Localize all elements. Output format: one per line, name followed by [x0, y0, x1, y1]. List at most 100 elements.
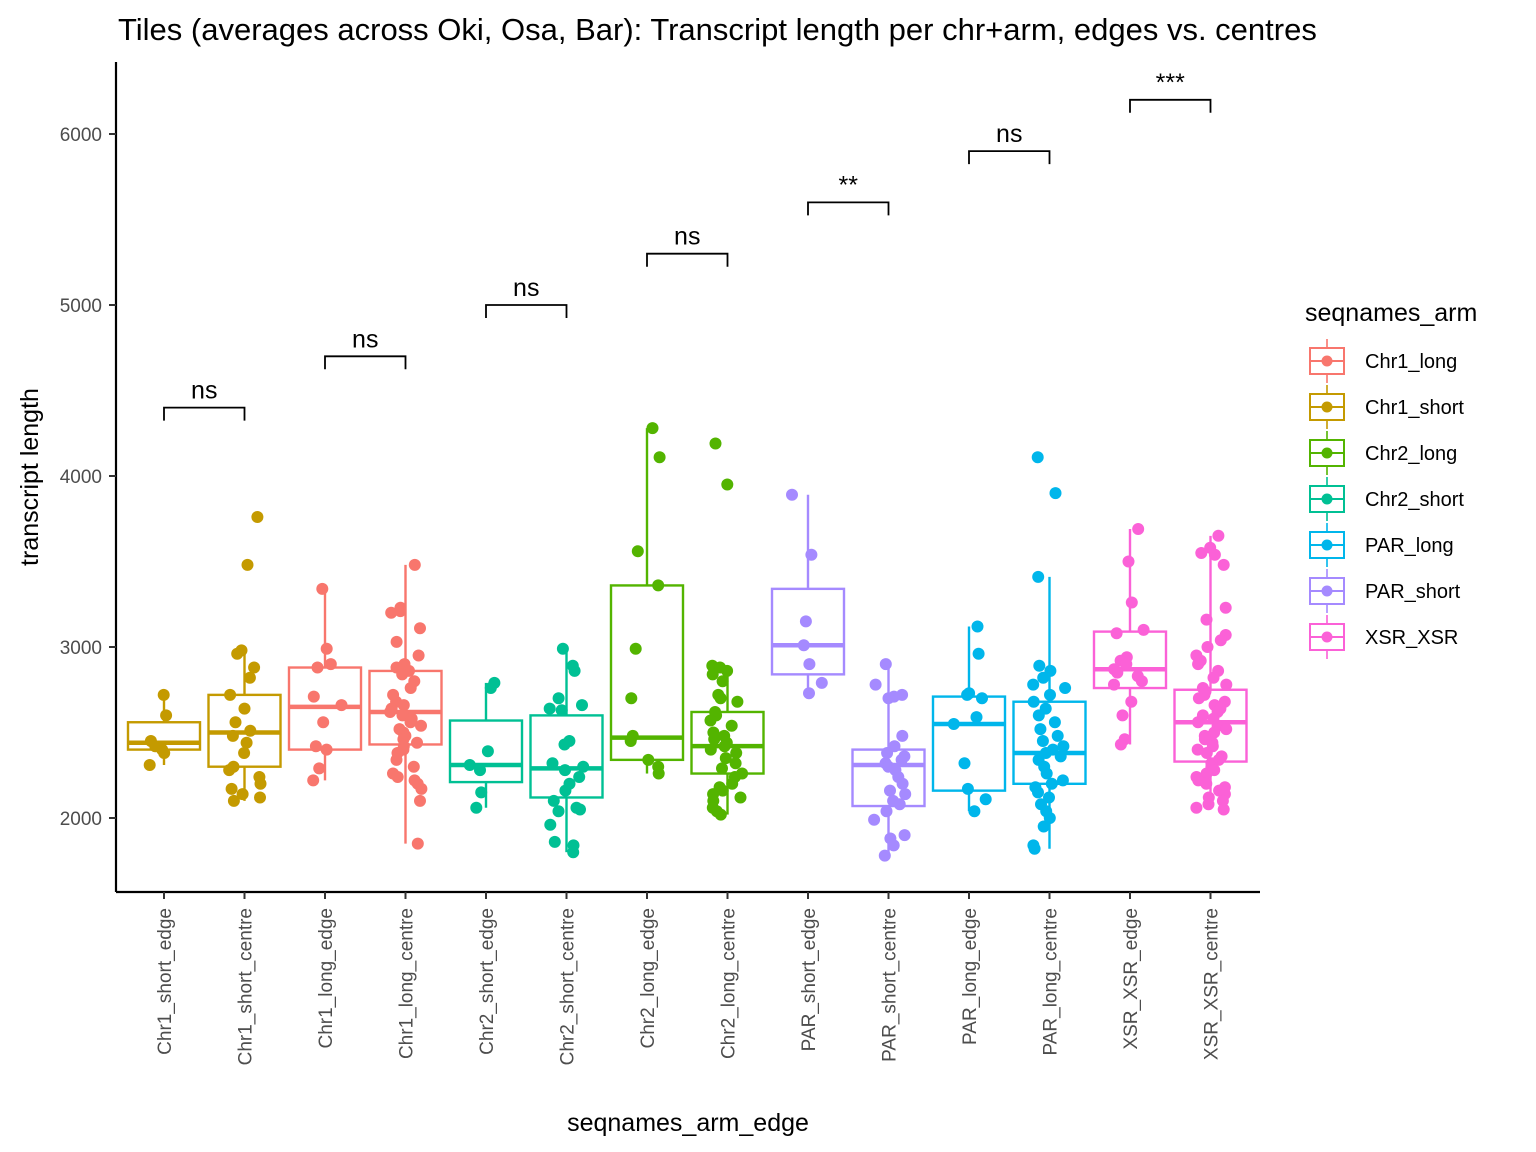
data-point: [868, 813, 881, 826]
data-point: [729, 757, 742, 770]
data-point: [335, 699, 348, 712]
data-point: [238, 702, 251, 715]
data-point: [317, 716, 330, 729]
x-tick-label: Chr2_short_centre: [558, 908, 579, 1065]
data-point: [719, 752, 732, 765]
data-point: [248, 661, 261, 674]
data-point: [1054, 750, 1067, 763]
data-point: [568, 664, 581, 677]
data-point: [1217, 803, 1230, 816]
data-point: [879, 658, 892, 671]
data-point: [552, 692, 565, 705]
data-point: [313, 762, 326, 775]
data-point: [1192, 716, 1204, 729]
data-point: [1027, 678, 1040, 691]
data-point: [805, 548, 818, 561]
data-point: [1027, 695, 1040, 708]
significance-label: ns: [674, 223, 700, 251]
legend-item-Chr1_short: Chr1_short: [1309, 385, 1464, 429]
data-point: [1032, 786, 1044, 799]
y-tick-label: 4000: [60, 467, 102, 488]
data-point: [1028, 842, 1041, 855]
data-point: [576, 699, 588, 712]
box-Chr1_short_centre: [207, 511, 282, 807]
y-tick-label: 3000: [60, 638, 102, 659]
x-tick-label: PAR_long_centre: [1041, 908, 1062, 1056]
data-point: [979, 793, 992, 806]
box-Chr2_short_edge: [448, 676, 524, 814]
data-point: [1192, 658, 1205, 671]
data-point: [1219, 601, 1232, 614]
data-point: [559, 764, 571, 777]
bracket-line: [968, 150, 1051, 165]
data-point: [463, 759, 476, 771]
significance-brackets: ns ns ns ns ** ns ***: [163, 69, 1212, 421]
data-point: [558, 738, 571, 751]
data-point: [1043, 791, 1055, 804]
data-point: [1125, 695, 1138, 708]
x-tick-label: Chr1_short_centre: [236, 908, 257, 1065]
data-point: [226, 729, 239, 742]
legend-label: PAR_long: [1365, 535, 1454, 557]
data-point: [1032, 570, 1045, 583]
data-point: [547, 794, 560, 807]
legend-label: Chr2_short: [1365, 489, 1464, 511]
legend-key-point: [1321, 539, 1333, 551]
data-point: [158, 747, 171, 759]
x-tick-label: Chr2_long_centre: [719, 908, 740, 1059]
legend-item-PAR_short: PAR_short: [1309, 569, 1461, 613]
legend-item-XSR_XSR: XSR_XSR: [1309, 615, 1458, 659]
data-point: [625, 692, 638, 705]
data-point: [961, 782, 974, 795]
box-iqr: [931, 695, 1007, 792]
x-tick-label: Chr2_short_edge: [477, 908, 498, 1055]
x-tick-label: Chr2_long_edge: [638, 908, 659, 1049]
data-point: [404, 682, 417, 694]
data-point: [704, 714, 717, 727]
data-point: [574, 803, 586, 816]
data-point: [653, 451, 666, 464]
legend-item-PAR_long: PAR_long: [1309, 523, 1454, 567]
legend-label: PAR_short: [1365, 581, 1461, 603]
data-point: [970, 711, 983, 724]
data-point: [1114, 738, 1127, 751]
box-Chr2_short_centre: [529, 642, 604, 859]
data-point: [474, 764, 486, 777]
data-point: [1045, 777, 1058, 790]
data-point: [1212, 529, 1225, 542]
data-point: [390, 635, 403, 648]
data-point: [543, 702, 556, 715]
legend-label: Chr1_long: [1365, 351, 1457, 373]
data-point: [646, 422, 659, 435]
data-point: [899, 788, 912, 801]
legend-key-point: [1321, 585, 1333, 597]
significance-label: ns: [513, 274, 539, 302]
data-point: [1110, 627, 1123, 640]
data-point: [1132, 523, 1145, 535]
data-point: [1037, 820, 1050, 833]
data-point: [1056, 774, 1069, 787]
data-point: [236, 788, 249, 801]
significance-bracket: ns: [485, 274, 568, 318]
x-tick-label: Chr1_short_edge: [155, 908, 176, 1055]
significance-label: **: [839, 171, 859, 199]
data-point: [708, 733, 721, 746]
data-point: [1034, 723, 1047, 736]
data-point: [706, 668, 719, 681]
data-point: [971, 620, 984, 633]
data-point: [238, 747, 251, 759]
data-point: [799, 615, 812, 628]
data-point: [1048, 716, 1061, 729]
data-point: [704, 743, 717, 756]
data-point: [730, 747, 743, 759]
data-point: [555, 704, 568, 717]
data-point: [797, 639, 810, 652]
box-Chr1_long_edge: [287, 582, 363, 787]
legend-label: Chr2_long: [1365, 443, 1457, 465]
data-point: [887, 839, 900, 852]
legend-item-Chr2_long: Chr2_long: [1309, 431, 1457, 475]
data-point: [316, 582, 329, 595]
data-point: [414, 622, 426, 635]
data-point: [1108, 678, 1120, 691]
data-point: [484, 682, 497, 694]
